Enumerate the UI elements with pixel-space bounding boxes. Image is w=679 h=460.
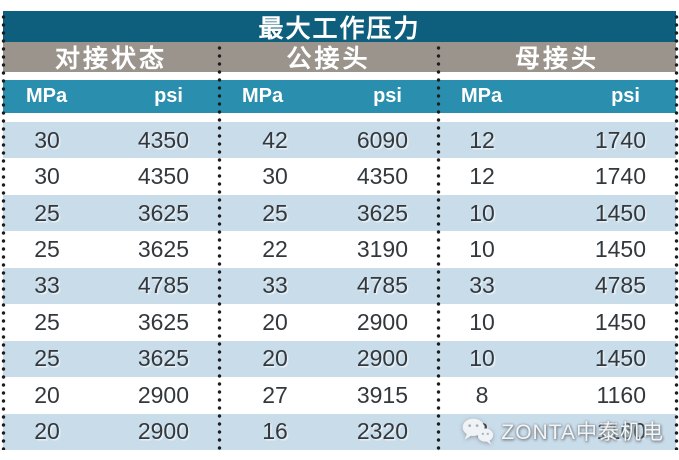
female-mpa-value: 33 (469, 272, 495, 299)
male-mpa-value: 33 (262, 272, 288, 299)
male-psi-value: 2320 (356, 418, 408, 445)
male-mpa-value: 27 (262, 381, 288, 408)
male-mpa-value: 25 (262, 199, 288, 226)
female-psi-value: 1160 (596, 381, 646, 408)
group-header-male-coupler: 公接头 (286, 45, 371, 73)
table-right-dotted-border (674, 11, 679, 450)
docked-mpa-value: 33 (34, 272, 60, 299)
wechat-icon (463, 418, 494, 445)
table-row: 20 2900 27 3915 8 1160 (3, 377, 676, 414)
docked-psi-value: 2900 (137, 418, 189, 445)
docked-psi-value: 3625 (137, 199, 189, 226)
table-row: 25 3625 20 2900 10 1450 (3, 304, 676, 341)
docked-psi-value: 4350 (137, 163, 189, 190)
male-mpa-value: 16 (262, 418, 288, 445)
unit-header-docked-psi: psi (154, 85, 183, 107)
docked-mpa-value: 20 (34, 381, 60, 408)
docked-psi-value: 3625 (137, 308, 189, 335)
male-psi-value: 2900 (356, 308, 408, 335)
docked-mpa-value: 25 (34, 308, 60, 335)
table-row: 25 3625 20 2900 10 1450 (3, 340, 676, 378)
watermark-brand: ZONTA中泰机电 (501, 421, 664, 444)
unit-header-docked-mpa: MPa (26, 85, 68, 107)
docked-psi-value: 3625 (137, 236, 189, 263)
unit-header-male-mpa: MPa (242, 85, 284, 107)
male-mpa-value: 30 (262, 163, 288, 190)
male-psi-value: 4350 (356, 163, 408, 190)
docked-psi-value: 4785 (137, 272, 189, 299)
max-working-pressure-table: 最大工作压力 对接状态 公接头 母接头 MPa psi MPa psi MPa … (1, 11, 679, 450)
table-row: 20 2900 16 2320 8 1160 (3, 413, 676, 450)
docked-mpa-value: 30 (34, 163, 60, 190)
female-mpa-value: 12 (469, 163, 495, 190)
unit-header-female-mpa: MPa (461, 85, 503, 107)
male-psi-value: 3190 (356, 236, 408, 263)
column-divider-2 (436, 42, 441, 450)
table-title-row: 最大工作压力 (3, 11, 676, 43)
male-psi-value: 3625 (356, 199, 408, 226)
docked-psi-value: 2900 (137, 381, 189, 408)
docked-psi-value: 3625 (137, 345, 189, 372)
female-psi-value: 1740 (594, 163, 646, 190)
table-title: 最大工作压力 (258, 14, 421, 43)
header-gap (3, 72, 676, 80)
male-mpa-value: 20 (262, 308, 288, 335)
table-row: 30 4350 30 4350 12 1740 (3, 158, 676, 195)
docked-mpa-value: 30 (34, 126, 60, 153)
table-left-dotted-border (1, 11, 6, 450)
female-mpa-value: 10 (469, 308, 495, 335)
watermark: ZONTA中泰机电 (461, 416, 664, 446)
header-gap (3, 113, 676, 122)
male-psi-value: 6090 (356, 126, 408, 153)
unit-header-male-psi: psi (373, 85, 402, 107)
group-header-female-coupler: 母接头 (514, 45, 599, 73)
female-mpa-value: 8 (475, 381, 489, 408)
unit-header-female-psi: psi (611, 85, 640, 107)
table-row: 25 3625 25 3625 10 1450 (3, 194, 676, 232)
table-row: 33 4785 33 4785 33 4785 (3, 267, 676, 305)
female-psi-value: 1450 (594, 308, 646, 335)
column-divider-1 (217, 42, 222, 450)
female-mpa-value: 10 (469, 345, 495, 372)
docked-mpa-value: 20 (34, 418, 60, 445)
male-psi-value: 3915 (356, 381, 408, 408)
female-psi-value: 1450 (594, 345, 646, 372)
docked-mpa-value: 25 (34, 199, 60, 226)
female-psi-value: 1450 (594, 236, 646, 263)
female-mpa-value: 10 (469, 236, 495, 263)
female-psi-value: 1160 (596, 418, 646, 445)
male-mpa-value: 20 (262, 345, 288, 372)
male-psi-value: 4785 (356, 272, 408, 299)
group-header-docked: 对接状态 (54, 45, 167, 73)
female-psi-value: 1450 (594, 199, 646, 226)
table-row: 30 4350 42 6090 12 1740 (3, 122, 676, 159)
docked-mpa-value: 25 (34, 236, 60, 263)
table-row: 25 3625 22 3190 10 1450 (3, 231, 676, 268)
male-psi-value: 2900 (356, 345, 408, 372)
male-mpa-value: 42 (262, 126, 288, 153)
female-psi-value: 4785 (594, 272, 646, 299)
group-header-row: 对接状态 公接头 母接头 (3, 42, 676, 73)
docked-mpa-value: 25 (34, 345, 60, 372)
female-psi-value: 1740 (594, 126, 646, 153)
male-mpa-value: 22 (262, 236, 288, 263)
docked-psi-value: 4350 (137, 126, 189, 153)
unit-header-row: MPa psi MPa psi MPa psi (3, 80, 676, 113)
female-mpa-value: 10 (469, 199, 495, 226)
table-body: 30 4350 42 6090 12 1740 30 4350 30 4350 … (3, 122, 676, 450)
female-mpa-value: 12 (469, 126, 495, 153)
